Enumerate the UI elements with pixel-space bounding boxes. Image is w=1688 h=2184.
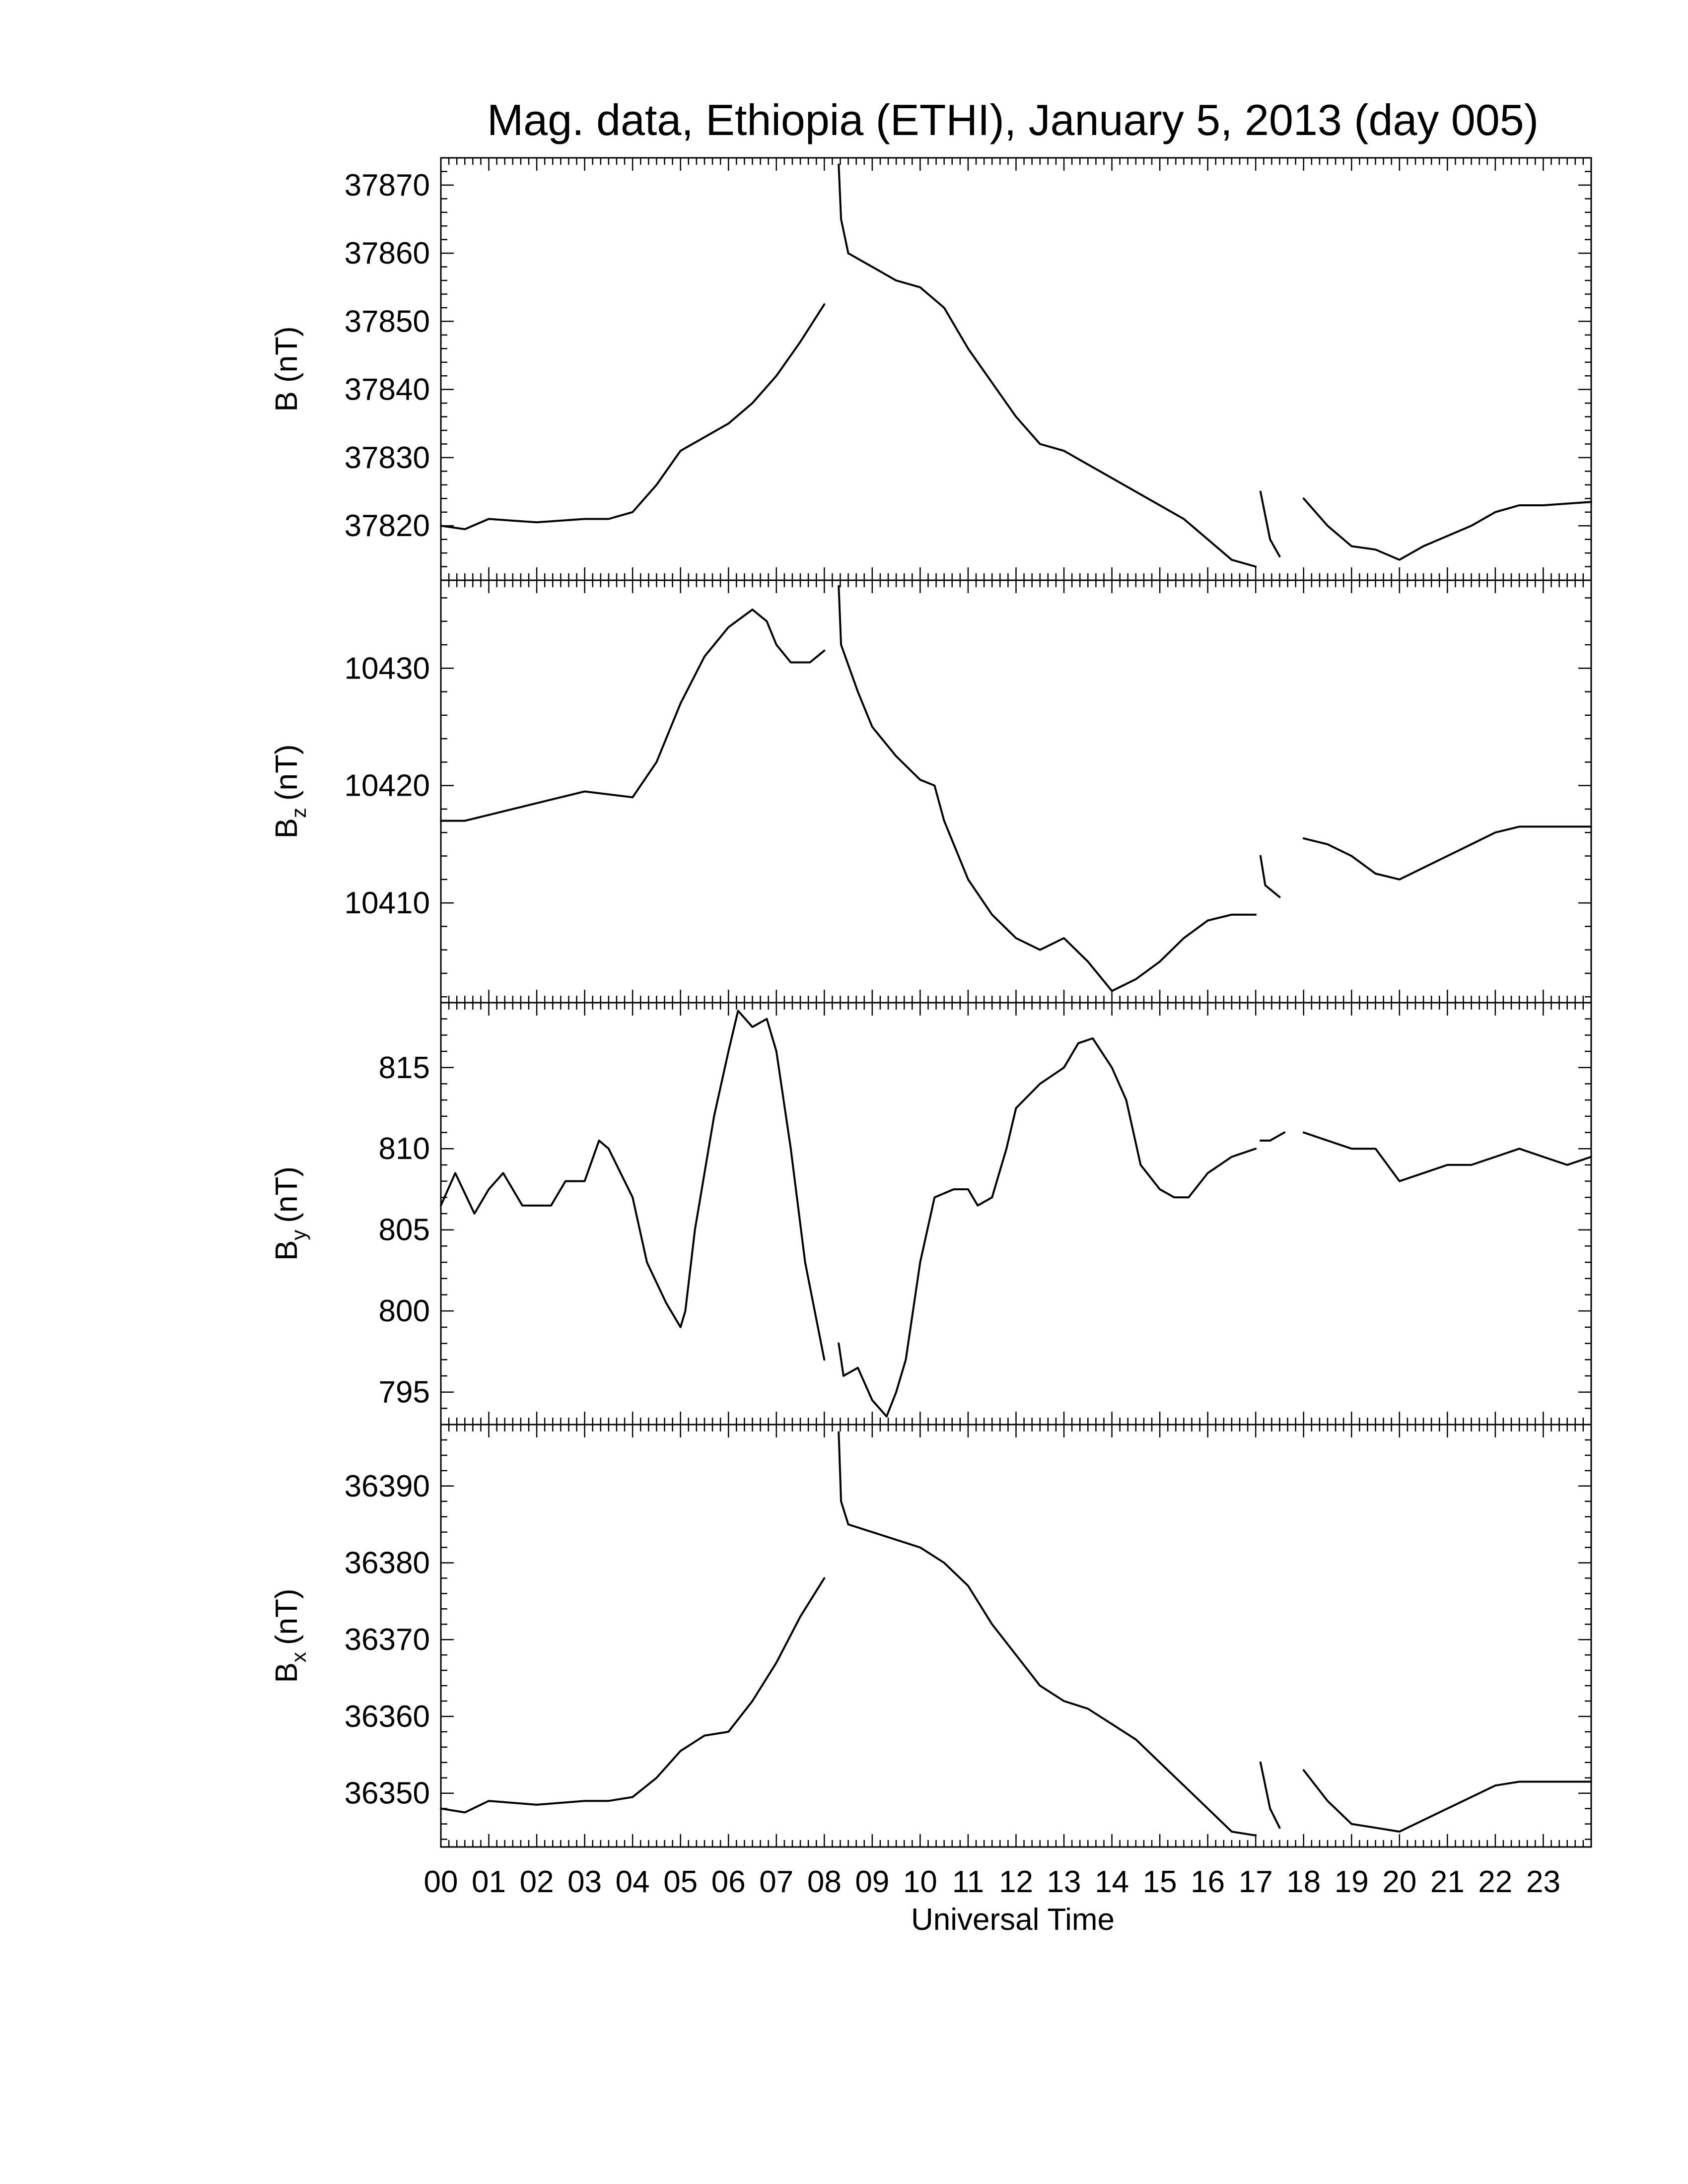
y-tick-label: 10410 [345,886,430,920]
series-line [440,303,826,531]
y-tick-label: 36370 [345,1623,430,1657]
series-line [838,1037,1257,1418]
plot-frame [440,1424,1592,1848]
y-tick-label: 36380 [345,1546,430,1580]
x-tick-label: 19 [1335,1865,1369,1899]
y-axis-label-subscript: z [287,808,310,818]
x-tick-label: 14 [1095,1865,1129,1899]
y-tick-label: 37840 [345,373,430,407]
x-tick-label: 02 [520,1865,554,1899]
x-tick-label: 16 [1191,1865,1225,1899]
series-line [1302,497,1592,561]
y-tick-label: 37830 [345,441,430,475]
y-axis-label-unit: (nT) [270,744,304,801]
x-tick-label: 05 [663,1865,698,1899]
y-tick-label: 810 [379,1132,430,1166]
y-axis-label-main: B [270,1662,304,1683]
y-tick-label: 37820 [345,509,430,543]
y-axis-label-main: B [270,391,304,411]
x-tick-label: 15 [1143,1865,1177,1899]
y-tick-label: 37860 [345,236,430,271]
plot-frame [440,1002,1592,1426]
y-tick-label: 10430 [345,651,430,685]
series-line [1259,1761,1281,1829]
x-axis-label: Universal Time [911,1903,1115,1937]
y-tick-label: 10420 [345,769,430,803]
y-axis-label: B (nT) [270,326,304,411]
series-line [1302,1131,1592,1182]
y-axis-label-subscript: y [287,1230,310,1240]
y-axis-label-unit: (nT) [270,1588,304,1645]
x-tick-label: 01 [472,1865,506,1899]
x-tick-labels: 00 01 02 03 04 05 06 07 08 09 10 11 12 13 14 15 16 17 18 19… [424,1865,1560,1899]
series-line [1259,1131,1286,1142]
y-tick-label: 805 [379,1213,430,1247]
y-tick-label: 36360 [345,1700,430,1734]
y-tick-label: 37850 [345,304,430,339]
series-line [1259,490,1281,557]
y-axis-label-main: B [270,818,304,838]
x-tick-label: 17 [1239,1865,1273,1899]
x-tick-label: 22 [1478,1865,1512,1899]
y-axis-label-main: B [270,1240,304,1261]
x-tick-label: 12 [999,1865,1033,1899]
panel-1: 37820 37830 37840 37850 37860 37870 B (nT) [270,157,1592,581]
chart-title: Mag. data, Ethiopia (ETHI), January 5, 2… [487,95,1539,144]
series-line [838,163,1257,568]
x-tick-label: 03 [567,1865,602,1899]
series-line [1302,1769,1592,1833]
y-tick-label: 36390 [345,1469,430,1503]
y-axis-label-unit: (nT) [270,326,304,391]
x-tick-label: 04 [616,1865,650,1899]
series-line [440,609,826,822]
x-tick-label: 10 [903,1865,937,1899]
x-tick-label: 00 [424,1865,458,1899]
y-axis-label-subscript: x [287,1652,310,1662]
series-line [1302,825,1592,881]
y-tick-label: 36350 [345,1776,430,1811]
x-tick-label: 09 [855,1865,889,1899]
y-axis-label: Bx (nT) [270,1588,310,1683]
x-tick-label: 23 [1526,1865,1560,1899]
series-line [838,585,1257,992]
x-tick-label: 13 [1047,1865,1081,1899]
y-axis-label: By (nT) [270,1166,310,1261]
x-tick-label: 08 [807,1865,842,1899]
x-tick-label: 20 [1382,1865,1416,1899]
y-axis-label-unit: (nT) [270,1166,304,1223]
y-tick-label: 800 [379,1294,430,1328]
y-tick-label: 37870 [345,168,430,203]
series-line [838,1431,1257,1837]
panel-2: 10410 10420 10430 Bz (nT) [270,579,1592,1004]
y-axis-label: Bz (nT) [270,744,310,838]
y-tick-label: 795 [379,1375,430,1410]
x-tick-label: 21 [1430,1865,1465,1899]
panel-4: 36350 36360 36370 36380 36390 Bx (nT) [270,1424,1592,1848]
plot-frame [440,579,1592,1004]
y-tick-label: 815 [379,1051,430,1085]
x-tick-label: 11 [952,1865,984,1899]
x-tick-label: 06 [711,1865,746,1899]
x-tick-label: 18 [1286,1865,1321,1899]
series-line [440,1010,826,1361]
series-line [1259,855,1281,898]
panel-3: 795 800 805 810 815 By (nT) [270,1002,1592,1426]
x-tick-label: 07 [759,1865,793,1899]
series-line [440,1577,826,1814]
